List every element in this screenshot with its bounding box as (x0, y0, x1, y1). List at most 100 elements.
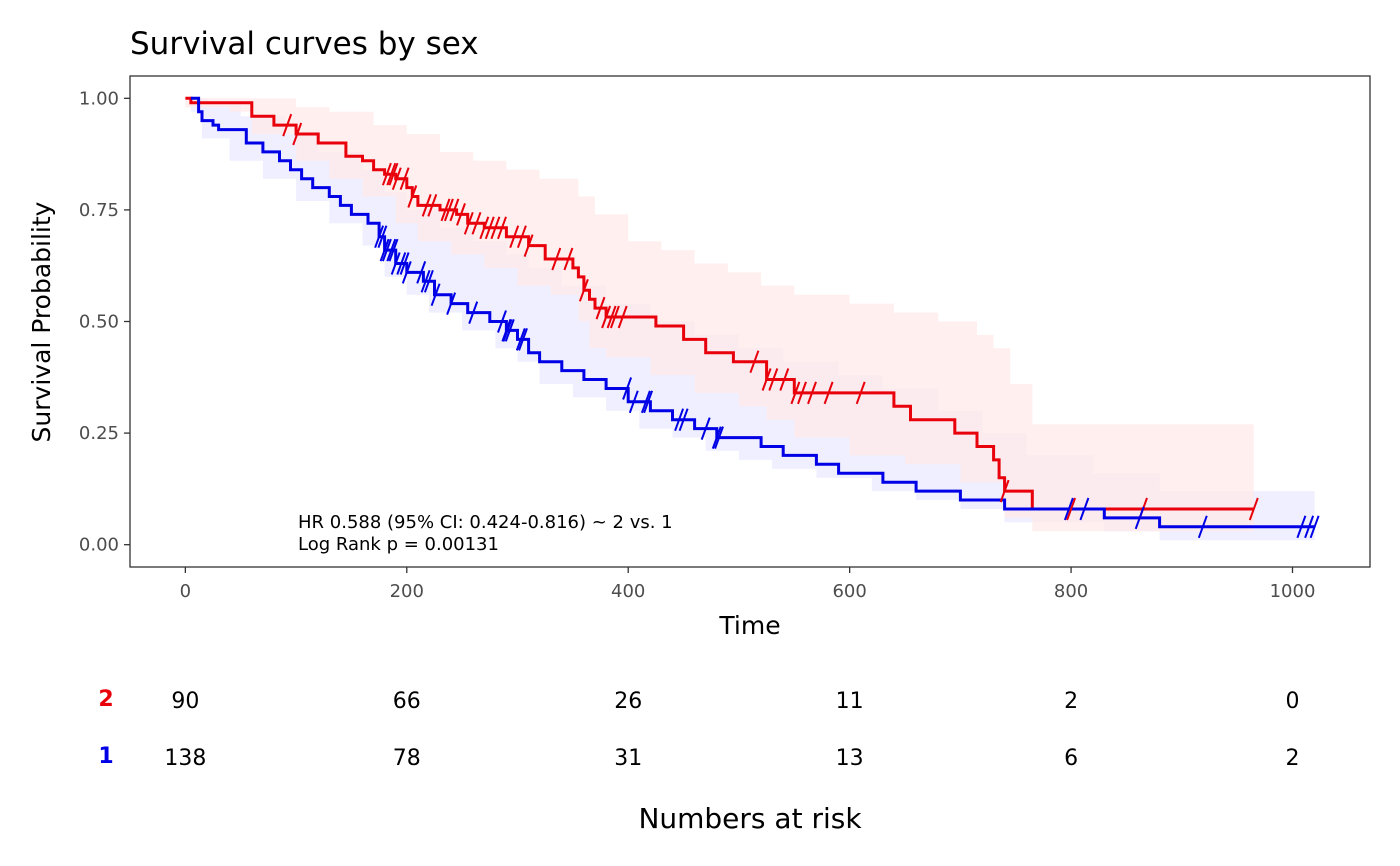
y-tick-label: 0.00 (79, 535, 119, 556)
censor-mark-1 (678, 408, 689, 432)
x-tick-label: 600 (832, 581, 866, 602)
risk-row-label-2: 2 (98, 687, 113, 712)
censor-mark-2 (563, 247, 574, 271)
y-axis-title: Survival Probability (27, 201, 56, 442)
censor-mark-2 (551, 247, 562, 271)
censor-mark-1 (446, 292, 457, 315)
censor-mark-2 (855, 381, 866, 405)
risk-row-label-1: 1 (98, 744, 113, 769)
censor-mark-1 (388, 238, 399, 262)
censor-mark-1 (377, 225, 388, 249)
censor-mark-2 (617, 305, 628, 329)
logrank-annotation: Log Rank p = 0.00131 (298, 534, 499, 555)
risk-count: 26 (614, 689, 642, 714)
censor-mark-1 (504, 319, 515, 342)
censor-mark-1 (379, 238, 390, 262)
censor-mark-2 (386, 162, 397, 186)
censor-mark-1 (396, 252, 407, 275)
censor-mark-2 (282, 113, 293, 137)
censor-mark-1 (381, 238, 392, 262)
risk-count: 0 (1286, 689, 1300, 714)
censor-mark-1 (1304, 515, 1315, 539)
risk-table: 2 90 66 26 11 2 0 1 138 78 31 13 6 2 (98, 687, 1299, 771)
censor-mark-2 (407, 185, 418, 208)
survival-curve-2 (185, 96, 1254, 511)
censor-mark-2 (463, 211, 474, 235)
censor-mark-2 (421, 194, 432, 217)
censor-mark-1 (515, 328, 526, 351)
censor-mark-1 (390, 252, 401, 275)
censor-mark-2 (790, 381, 801, 405)
censor-mark-1 (643, 390, 654, 414)
censor-mark-2 (768, 368, 779, 391)
censor-mark-1 (674, 408, 685, 432)
censor-mark-1 (640, 390, 651, 414)
risk-count: 6 (1064, 746, 1078, 771)
censor-mark-2 (823, 381, 834, 405)
censor-mark-2 (749, 350, 760, 374)
censor-mark-2 (1248, 497, 1259, 521)
censor-mark-2 (443, 198, 454, 222)
x-tick-label: 200 (390, 581, 424, 602)
survival-curve-1 (190, 96, 1315, 529)
risk-table-title: Numbers at risk (638, 802, 862, 835)
censor-mark-2 (484, 216, 495, 240)
censor-mark-2 (509, 225, 520, 249)
censor-mark-2 (1066, 497, 1077, 521)
chart-title: Survival curves by sex (130, 26, 479, 62)
y-tick-label: 0.50 (79, 312, 119, 333)
risk-count: 138 (164, 746, 206, 771)
censor-mark-1 (497, 310, 507, 333)
censor-mark-2 (479, 216, 490, 240)
x-tick-label: 0 (180, 581, 191, 602)
censor-mark-2 (471, 211, 482, 235)
censor-mark-1 (1134, 506, 1145, 530)
censor-mark-2 (516, 225, 527, 249)
censor-mark-2 (427, 194, 438, 217)
censor-mark-1 (423, 269, 434, 293)
censor-mark-2 (388, 162, 399, 186)
censor-mark-1 (700, 417, 711, 440)
censor-mark-1 (374, 225, 385, 249)
censor-mark-1 (622, 377, 633, 400)
censor-mark-1 (416, 261, 427, 284)
censor-mark-1 (1079, 497, 1090, 521)
censor-mark-2 (807, 381, 817, 405)
censor-mark-1 (386, 238, 397, 262)
confidence-bands (185, 98, 1315, 541)
risk-count: 2 (1064, 689, 1078, 714)
x-axis-title: Time (718, 611, 780, 640)
x-tick-label: 800 (1054, 581, 1088, 602)
censor-mark-1 (399, 252, 410, 275)
censor-mark-2 (595, 296, 606, 320)
hr-annotation: HR 0.588 (95% CI: 0.424-0.816) ~ 2 vs. 1 (298, 512, 673, 533)
censor-mark-2 (399, 167, 410, 191)
censor-mark-2 (456, 203, 466, 226)
risk-count: 11 (836, 689, 864, 714)
risk-count: 66 (393, 689, 421, 714)
censor-mark-2 (609, 305, 620, 329)
y-axis: 0.00 0.25 0.50 0.75 1.00 (79, 88, 130, 556)
survival-curves (185, 96, 1315, 529)
censor-mark-2 (761, 368, 772, 391)
y-tick-label: 1.00 (79, 88, 119, 109)
censor-marks (282, 113, 1320, 539)
censor-mark-1 (714, 426, 724, 449)
censor-mark-1 (1063, 497, 1074, 521)
censor-mark-2 (779, 368, 790, 391)
x-tick-label: 400 (611, 581, 645, 602)
censor-mark-2 (523, 234, 534, 257)
censor-mark-1 (1296, 515, 1307, 539)
censor-mark-1 (518, 328, 528, 351)
censor-mark-1 (502, 319, 513, 342)
risk-count: 31 (614, 746, 642, 771)
plot-area (129, 75, 1371, 568)
censor-mark-2 (391, 167, 402, 191)
risk-count: 2 (1286, 746, 1300, 771)
censor-mark-1 (1309, 515, 1320, 539)
censor-mark-1 (420, 269, 431, 293)
censor-mark-2 (292, 122, 303, 146)
censor-mark-2 (601, 305, 612, 329)
risk-count: 90 (171, 689, 199, 714)
